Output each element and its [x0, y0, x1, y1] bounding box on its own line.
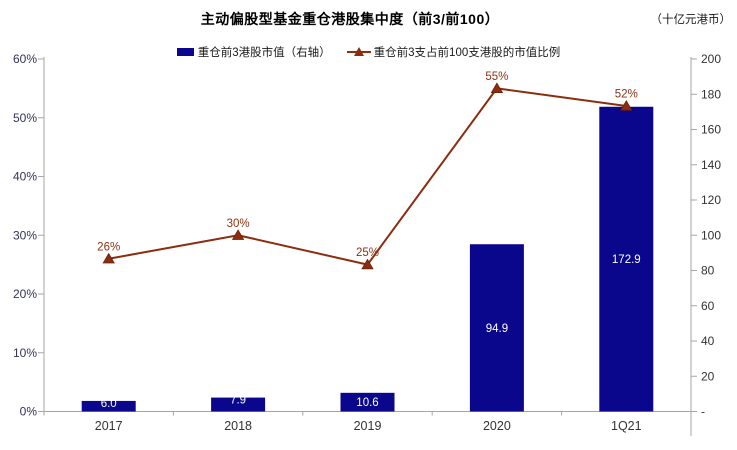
x-axis-category-label: 2019 [354, 419, 382, 433]
right-axis-tick-label: 160 [701, 123, 721, 137]
bar-value-label: 10.6 [356, 397, 378, 409]
left-axis-tick-label: 20% [13, 287, 37, 301]
line-series [108, 87, 627, 266]
line-series-marker-icon [346, 47, 371, 57]
right-axis-tick-label: 60 [701, 299, 715, 313]
left-axis-tick-label: 60% [13, 52, 37, 66]
triangle-marker [231, 229, 245, 240]
x-axis-category-label: 1Q21 [611, 419, 642, 433]
right-axis-tick-label: 140 [701, 158, 721, 172]
legend-item-line-series: 重仓前3支占前100支港股的市值比例 [346, 44, 561, 60]
x-axis-category-label: 2020 [483, 419, 511, 433]
right-axis-tick-label: - [701, 405, 705, 419]
right-axis-tick-label: 120 [701, 193, 721, 207]
bar [469, 244, 524, 412]
legend-item-bar-series: 重仓前3港股市值（右轴） [176, 44, 331, 60]
triangle-marker [361, 258, 374, 270]
x-axis-category-label: 2018 [224, 419, 252, 433]
left-axis-tick-label: 40% [13, 170, 37, 184]
left-axis-tick-label: 50% [13, 111, 37, 125]
right-axis-tick-label: 180 [701, 87, 721, 101]
bar [81, 400, 136, 412]
bar [599, 106, 654, 412]
legend-label-line-series: 重仓前3支占前100支港股的市值比例 [373, 47, 561, 59]
line-value-label: 30% [227, 218, 250, 230]
right-axis-tick-label: 80 [701, 264, 715, 278]
triangle-marker [620, 100, 633, 111]
line-value-label: 52% [615, 89, 638, 101]
bar-series-swatch-icon [176, 48, 194, 56]
bar [211, 397, 266, 412]
triangle-marker [490, 82, 504, 93]
legend-label-bar-series: 重仓前3港股市值（右轴） [197, 47, 331, 59]
line-value-label: 26% [97, 241, 120, 253]
left-axis-tick-label: 0% [20, 405, 38, 419]
chart-title: 主动偏股型基金重仓港股集中度（前3/前100） [200, 11, 500, 27]
triangle-marker [102, 252, 115, 264]
bar-value-label: 6.0 [101, 398, 117, 410]
bar [340, 392, 395, 412]
right-axis-tick-label: 40 [701, 334, 715, 348]
bar-value-label: 94.9 [486, 323, 508, 335]
left-axis-tick-label: 30% [13, 228, 37, 242]
right-axis-tick-label: 20 [701, 369, 715, 383]
x-axis-category-label: 2017 [95, 419, 123, 433]
bar-value-label: 7.9 [230, 395, 246, 407]
bar-value-label: 172.9 [612, 254, 641, 266]
unit-label: （十亿元港币） [650, 14, 732, 26]
legend: 重仓前3港股市值（右轴） 重仓前3支占前100支港股的市值比例 [0, 44, 737, 60]
right-axis-tick-label: 100 [701, 228, 721, 242]
left-axis-tick-label: 10% [13, 346, 37, 360]
right-axis-tick-label: 200 [701, 52, 721, 66]
line-value-label: 55% [485, 71, 508, 83]
line-value-label: 25% [356, 247, 379, 259]
